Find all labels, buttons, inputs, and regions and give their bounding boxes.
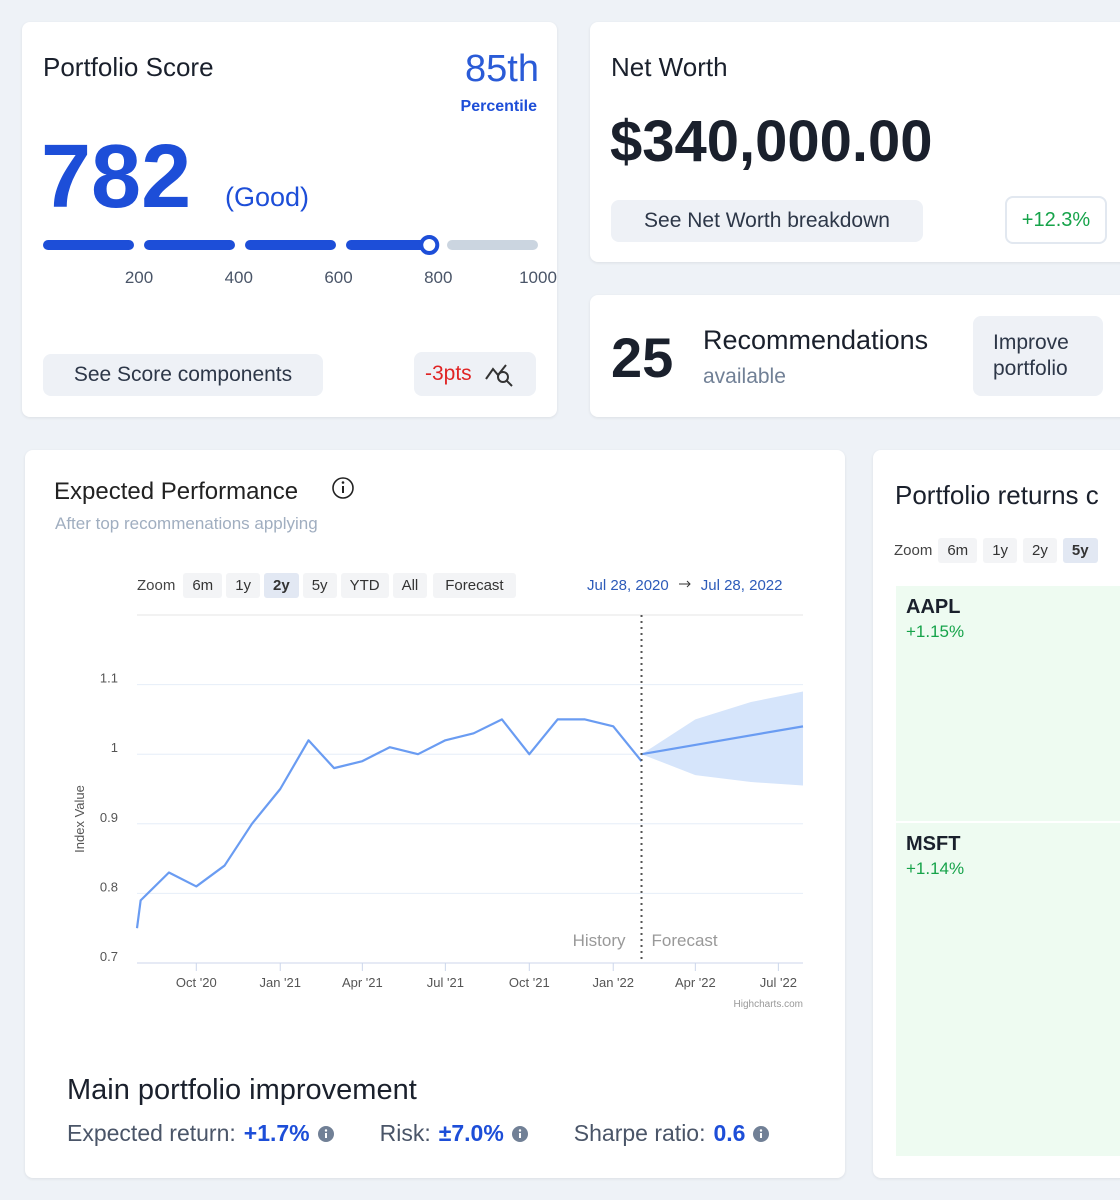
- zoom-button[interactable]: All: [392, 573, 428, 598]
- card-title: Portfolio Score: [43, 52, 214, 82]
- card-title: Net Worth: [611, 52, 728, 82]
- return-tile: AAPL +1.15%: [896, 586, 1120, 821]
- chart-title: Expected Performance: [54, 478, 299, 505]
- recommendations-card: 25 Recommendations available Improve por…: [590, 295, 1120, 417]
- x-tick-label: Apr '22: [675, 975, 716, 990]
- y-tick-label: 0.7: [100, 949, 118, 964]
- metric: Sharpe ratio: 0.6: [574, 1120, 770, 1147]
- metric: Expected return: +1.7%: [67, 1120, 334, 1147]
- scale-label: 1000: [519, 268, 557, 287]
- y-tick-label: 1.1: [100, 671, 118, 686]
- x-tick-label: Jan '22: [592, 975, 634, 990]
- x-tick-label: Apr '21: [342, 975, 383, 990]
- score-marker: [419, 235, 440, 255]
- net-worth-change: +12.3%: [1005, 196, 1107, 244]
- zoom-button[interactable]: 5y: [1062, 538, 1098, 563]
- breakdown-button[interactable]: See Net Worth breakdown: [611, 200, 923, 242]
- analysis-icon: [484, 364, 513, 387]
- zoom-label: Zoom: [137, 577, 176, 594]
- credits: Highcharts.com: [734, 999, 803, 1010]
- improvement-title: Main portfolio improvement: [67, 1074, 417, 1106]
- ticker: MSFT: [906, 833, 961, 855]
- net-worth-card: Net Worth $340,000.00 See Net Worth brea…: [590, 22, 1120, 262]
- history-label: History: [573, 931, 626, 950]
- zoom-label: Zoom: [894, 542, 933, 559]
- ticker-change: +1.14%: [906, 859, 965, 878]
- y-tick-label: 0.8: [100, 879, 118, 894]
- score-change[interactable]: -3pts: [414, 352, 536, 396]
- improve-button[interactable]: Improve portfolio: [973, 316, 1103, 396]
- metric-label: Expected return:: [67, 1120, 236, 1146]
- metric-value: 0.6: [713, 1120, 746, 1146]
- range-to: Jul 28, 2022: [700, 577, 783, 594]
- range-from: Jul 28, 2020: [587, 577, 669, 594]
- x-tick-label: Jul '21: [427, 975, 464, 990]
- info-point: [518, 1128, 521, 1132]
- zoom-button[interactable]: 1y: [226, 573, 261, 598]
- ticker: AAPL: [906, 596, 961, 618]
- rec-subtitle: available: [703, 365, 786, 388]
- forecast-button[interactable]: Forecast: [433, 573, 516, 598]
- rec-title: Recommendations: [703, 325, 929, 355]
- rec-count: 25: [611, 326, 674, 389]
- x-tick-label: Jan '21: [259, 975, 301, 990]
- info-icon: [317, 1125, 334, 1142]
- y-tick-label: 0.9: [100, 810, 118, 825]
- info-icon[interactable]: [331, 476, 355, 500]
- chart: 0.7 0.8 0.9 1 1.1 Oct '20 Jan '21 Apr '21 Jul '2…: [72, 614, 804, 1010]
- date-range: Jul 28, 2020 Jul 28, 2022: [587, 577, 782, 594]
- y-axis-label: Index Value: [72, 785, 87, 853]
- zoom-row: Zoom 6m 1y 2y 5y YTD All Forecast: [137, 573, 520, 598]
- return-tile: MSFT +1.14%: [896, 823, 1120, 1156]
- info-icon: [511, 1125, 528, 1142]
- y-tick-label: 1: [111, 740, 118, 755]
- zoom-button[interactable]: YTD: [340, 573, 389, 598]
- scale-label: 800: [424, 268, 452, 287]
- zoom-button[interactable]: 6m: [938, 538, 978, 563]
- info-icon: [753, 1125, 770, 1142]
- forecast-label: Forecast: [652, 931, 718, 950]
- score: 782: [41, 127, 192, 227]
- scale-label: 200: [125, 268, 153, 287]
- forecast-band: [641, 691, 803, 786]
- info-point: [324, 1128, 327, 1132]
- zoom-button[interactable]: 5y: [302, 573, 337, 598]
- metric-value: +1.7%: [243, 1120, 310, 1146]
- metric: Risk: ±7.0%: [380, 1120, 528, 1147]
- percentile-caption: Percentile: [460, 98, 537, 115]
- metric-label: Risk:: [379, 1120, 431, 1146]
- range-arrow: [678, 580, 691, 588]
- net-worth: $340,000.00: [610, 109, 933, 174]
- score-scale: 200 400 600 800 1000: [43, 235, 557, 287]
- returns-card: Portfolio returns c Zoom 6m 1y 2y 5y AAPL +1.…: [873, 450, 1120, 1178]
- chart-subtitle: After top recommenations applying: [55, 514, 318, 533]
- x-tick-label: Oct '20: [176, 975, 217, 990]
- metrics: Expected return: +1.7% Risk: ±7.0% Sharpe ra…: [67, 1120, 770, 1147]
- change-text: -3pts: [425, 362, 472, 385]
- rating: (Good): [225, 182, 310, 212]
- scale-label: 600: [324, 268, 352, 287]
- series-line: [135, 718, 643, 929]
- zoom-button[interactable]: 2y: [264, 573, 299, 598]
- scale-label: 400: [225, 268, 253, 287]
- x-tick-label: Oct '21: [509, 975, 550, 990]
- x-tick-label: Jul '22: [760, 975, 797, 990]
- returns-title: Portfolio returns c: [895, 480, 1099, 510]
- series-line: [641, 725, 804, 756]
- info-point: [760, 1128, 763, 1132]
- metric-label: Sharpe ratio:: [573, 1120, 706, 1146]
- ticker-change: +1.15%: [906, 622, 965, 641]
- zoom-button[interactable]: 1y: [983, 538, 1018, 563]
- score-button[interactable]: See Score components: [43, 354, 323, 396]
- score-card: Portfolio Score 85th Percentile 782 (Goo…: [22, 22, 557, 417]
- percentile: 85th: [465, 48, 539, 90]
- zoom-button[interactable]: 2y: [1023, 538, 1057, 563]
- metric-value: ±7.0%: [438, 1120, 504, 1146]
- zoom-row: Zoom 6m 1y 2y 5y: [894, 538, 1104, 563]
- zoom-button[interactable]: 6m: [183, 573, 223, 598]
- performance-card: Expected Performance After top recommena…: [25, 450, 845, 1178]
